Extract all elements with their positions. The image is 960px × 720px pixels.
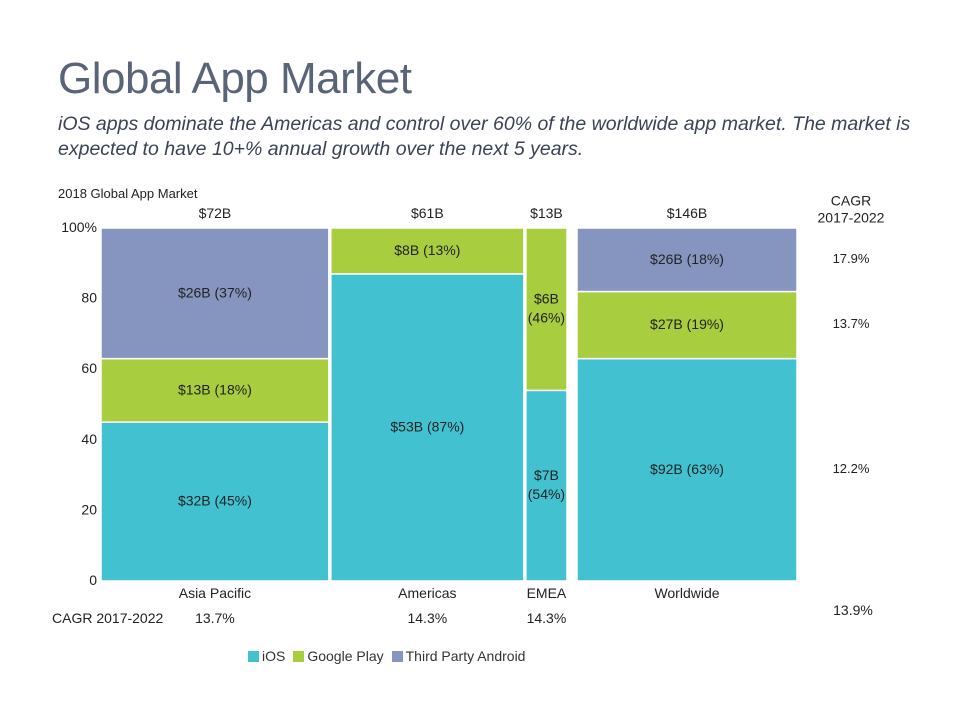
y-tick-label: 80 xyxy=(81,289,97,305)
bar-segment-emea-google-play xyxy=(525,227,568,392)
cagr-column-header: CAGR 2017-2022 xyxy=(818,192,885,225)
data-label: $92B (63%) xyxy=(650,461,724,477)
category-label: Americas xyxy=(398,585,456,601)
bar-segment-asia-pacific-google-play xyxy=(100,357,330,423)
bar-segment-emea-ios xyxy=(525,389,568,582)
data-label: $26B (37%) xyxy=(178,284,252,300)
legend-swatch-ios xyxy=(248,650,259,662)
y-tick-label: 60 xyxy=(81,360,97,376)
bar-segment-worldwide-google-play xyxy=(576,290,798,360)
category-cagr-value: 13.7% xyxy=(195,610,235,626)
category-label: Worldwide xyxy=(654,585,719,601)
segment-cagr-value: 17.9% xyxy=(833,251,870,266)
legend-item-google-play: Google Play xyxy=(293,648,384,664)
y-tick-label: 20 xyxy=(81,501,97,517)
legend-item-ios: iOS xyxy=(248,648,285,664)
data-label: $32B (45%) xyxy=(178,492,252,508)
category-cagr-value: 14.3% xyxy=(407,610,447,626)
data-label: $7B (54%) xyxy=(528,467,565,502)
bar-segment-worldwide-ios xyxy=(576,357,798,582)
segment-cagr-value: 13.7% xyxy=(833,317,870,332)
bar-segment-americas-ios xyxy=(330,273,525,582)
data-label: $53B (87%) xyxy=(390,418,464,434)
column-total-label: $61B xyxy=(411,205,444,221)
bar-segment-worldwide-third-party-android xyxy=(576,227,798,293)
column-total-label: $146B xyxy=(667,205,707,221)
data-label: $8B (13%) xyxy=(394,242,460,258)
cagr-row-label: CAGR 2017-2022 xyxy=(52,610,164,626)
bar-segment-americas-google-play xyxy=(330,227,525,275)
category-cagr-value: 14.3% xyxy=(527,610,567,626)
data-label: $27B (19%) xyxy=(650,316,724,332)
y-tick-label: 40 xyxy=(81,431,97,447)
y-tick-label: 0 xyxy=(89,572,97,588)
y-tick-label: 100% xyxy=(61,219,97,235)
category-label: Asia Pacific xyxy=(179,585,251,601)
legend-label-ios: iOS xyxy=(262,648,286,664)
bar-segment-asia-pacific-third-party-android xyxy=(100,227,330,360)
legend-label-google-play: Google Play xyxy=(307,648,384,664)
legend-item-third-party-android: Third Party Android xyxy=(391,648,526,664)
chart-legend: iOS Google Play Third Party Android xyxy=(248,648,525,664)
data-label: $6B (46%) xyxy=(528,290,565,325)
worldwide-cagr-value: 13.9% xyxy=(833,602,873,618)
legend-swatch-google-play xyxy=(293,650,305,662)
category-label: EMEA xyxy=(527,585,567,601)
page-subtitle: iOS apps dominate the Americas and contr… xyxy=(58,113,911,160)
data-label: $26B (18%) xyxy=(650,250,724,266)
page-title: Global App Market xyxy=(58,54,412,103)
column-total-label: $72B xyxy=(199,205,232,221)
legend-label-third-party-android: Third Party Android xyxy=(405,648,526,664)
segment-cagr-value: 12.2% xyxy=(833,461,870,476)
column-total-label: $13B xyxy=(530,205,563,221)
data-label: $13B (18%) xyxy=(178,381,252,397)
legend-swatch-third-party-android xyxy=(391,650,403,662)
chart-title: 2018 Global App Market xyxy=(58,186,198,201)
